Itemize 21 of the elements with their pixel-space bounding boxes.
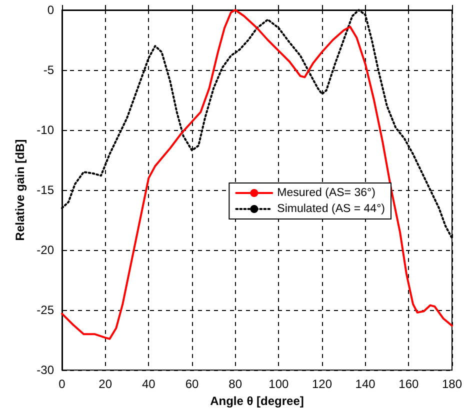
x-tick-label: 0 [58, 377, 66, 392]
x-tick-label: 180 [442, 377, 462, 392]
y-tick-label: 0 [47, 3, 54, 17]
x-tick-label: 140 [355, 377, 376, 392]
x-tick-label: 120 [312, 377, 332, 392]
y-tick-label: -30 [36, 363, 54, 378]
y-tick-label: -10 [36, 123, 54, 138]
legend-label: Mesured (AS= 36°) [277, 187, 376, 199]
legend-label: Simulated (AS = 44°) [277, 203, 386, 215]
y-tick-label: -5 [43, 63, 54, 78]
x-tick-label: 40 [142, 377, 156, 392]
y-tick-label: -25 [36, 303, 54, 318]
x-tick-label: 20 [98, 377, 112, 392]
x-tick-label: 80 [228, 377, 242, 392]
y-axis-title: Relative gain [dB] [12, 139, 27, 241]
x-tick-label: 60 [185, 377, 199, 392]
x-tick-label: 160 [398, 377, 419, 392]
x-tick-label: 100 [268, 377, 289, 392]
y-tick-label: -20 [36, 243, 54, 258]
x-axis-title: Angle θ [degree] [210, 394, 304, 408]
y-tick-label: -15 [36, 183, 54, 198]
